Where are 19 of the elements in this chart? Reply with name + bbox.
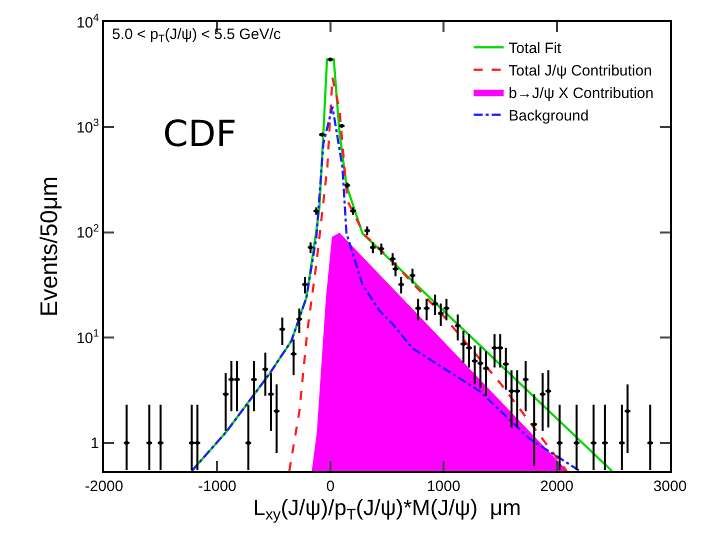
y-tick-label: 10$^{2}$ <box>76 222 100 242</box>
y-axis-title: Events/50μm <box>36 176 64 317</box>
y-tick-label: 10$^{1}$ <box>76 328 100 347</box>
legend-label: Total Fit <box>508 40 562 58</box>
x-tick-label: -2000 <box>84 478 124 495</box>
y-tick-label: 10$^{4}$ <box>76 12 100 32</box>
legend-label: Background <box>508 108 589 125</box>
x-tick-label: 1000 <box>426 478 460 495</box>
x-tick-label: 2000 <box>540 478 574 495</box>
chart-title: 5.0 < p$_{T}$(J/ψ) < 5.5 GeV/c <box>112 26 282 46</box>
legend-label: Total J/ψ Contribution <box>508 62 652 80</box>
legend-label: b→J/ψ X Contribution <box>508 85 654 102</box>
y-tick-label: 10$^{3}$ <box>76 117 100 136</box>
x-axis-title: L$_{xy}$(J/ψ)/p$_{T}$(J/ψ)*M(J/ψ) μm <box>253 495 521 524</box>
x-tick-label: -1000 <box>198 478 236 495</box>
annotation: CDF <box>163 114 237 155</box>
x-tick-label: 0 <box>326 478 335 495</box>
x-tick-label: 3000 <box>653 478 687 495</box>
y-tick-label: 1 <box>90 435 99 452</box>
